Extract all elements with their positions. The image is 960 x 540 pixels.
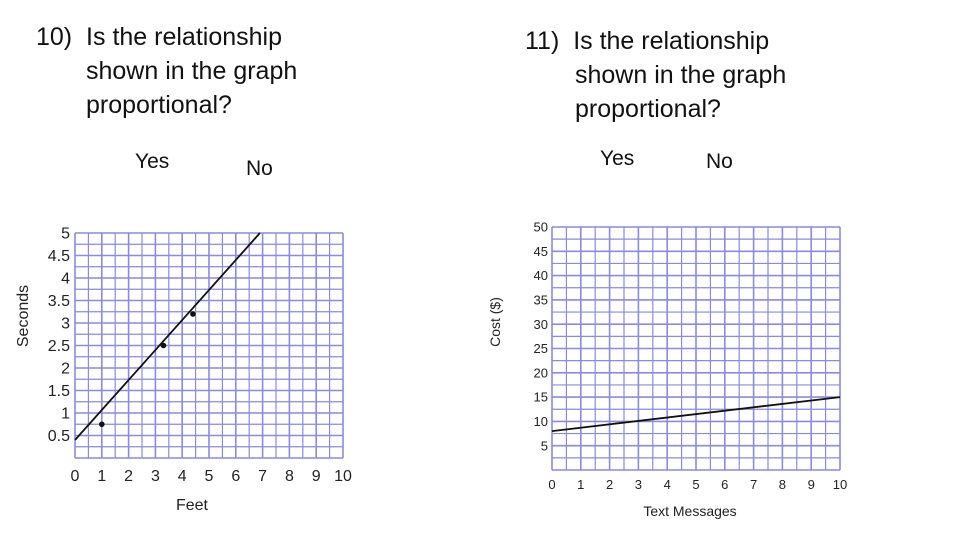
x-tick-label: 9 <box>312 468 321 485</box>
x-tick-label: 8 <box>779 477 786 492</box>
x-tick-label: 6 <box>231 468 240 485</box>
y-tick-label: 15 <box>534 390 548 405</box>
y-tick-label: 0.5 <box>48 428 70 445</box>
question-10-no-option[interactable]: No <box>246 157 273 180</box>
question-10-title: 10) Is the relationship shown in the gra… <box>36 20 297 122</box>
x-tick-label: 8 <box>285 468 294 485</box>
y-axis-label: Cost ($) <box>487 297 503 347</box>
question-10-line2: shown in the graph <box>86 57 298 85</box>
question-11-line2: shown in the graph <box>575 61 787 89</box>
y-tick-label: 4.5 <box>48 248 70 265</box>
y-tick-label: 1.5 <box>48 383 70 400</box>
y-tick-label: 4 <box>61 271 70 288</box>
question-11-title: 11) Is the relationship shown in the gra… <box>525 24 786 126</box>
x-tick-label: 1 <box>97 468 106 485</box>
series-line <box>74 232 261 441</box>
y-tick-label: 40 <box>534 268 548 283</box>
y-tick-label: 20 <box>534 365 548 380</box>
y-tick-label: 3.5 <box>48 293 70 310</box>
series-line <box>551 396 841 433</box>
x-tick-label: 2 <box>606 477 613 492</box>
data-point <box>99 421 105 428</box>
question-11-no-option[interactable]: No <box>706 150 733 173</box>
y-tick-label: 5 <box>61 226 70 243</box>
x-tick-label: 9 <box>808 477 815 492</box>
chart-seconds-vs-feet: 0 1 2 3 4 5 6 7 8 9 100.511.522.533.544.55FeetSeco… <box>15 226 352 514</box>
question-10-line3: proportional? <box>86 91 232 119</box>
x-tick-label: 6 <box>721 477 728 492</box>
x-tick-label: 1 <box>577 477 584 492</box>
x-tick-label: 7 <box>258 468 267 485</box>
question-11-yes-option[interactable]: Yes <box>600 147 635 170</box>
x-tick-label: 4 <box>664 477 671 492</box>
y-tick-label: 50 <box>534 220 548 235</box>
x-tick-label: 4 <box>178 468 187 485</box>
x-tick-label: 0 <box>71 468 80 485</box>
y-axis-label: Seconds <box>15 285 32 347</box>
x-tick-label: 5 <box>692 477 699 492</box>
y-tick-label: 30 <box>534 317 548 332</box>
y-tick-label: 25 <box>534 341 548 356</box>
grid <box>74 232 344 459</box>
y-tick-label: 2 <box>61 361 70 378</box>
question-10-number: 10) <box>36 23 73 51</box>
x-tick-label: 3 <box>151 468 160 485</box>
y-tick-label: 2.5 <box>48 338 70 355</box>
x-tick-label: 10 <box>833 477 847 492</box>
grid <box>551 226 841 471</box>
y-tick-label: 5 <box>541 438 548 453</box>
x-tick-label: 7 <box>750 477 757 492</box>
data-point <box>160 342 167 349</box>
question-11-line1: Is the relationship <box>573 27 770 55</box>
x-tick-label: 0 <box>548 477 555 492</box>
x-tick-label: 10 <box>334 468 352 485</box>
question-11-number: 11) <box>525 27 560 55</box>
x-tick-label: 3 <box>635 477 642 492</box>
data-point <box>190 311 196 317</box>
x-axis-label: Feet <box>176 497 209 514</box>
question-11-line3: proportional? <box>575 95 721 123</box>
y-tick-label: 3 <box>61 316 70 333</box>
y-tick-label: 45 <box>534 244 548 259</box>
y-tick-label: 1 <box>61 406 70 423</box>
y-tick-label: 35 <box>534 292 548 307</box>
x-axis-label: Text Messages <box>643 503 736 519</box>
x-tick-label: 5 <box>205 468 214 485</box>
y-tick-label: 10 <box>534 414 548 429</box>
question-10-line1: Is the relationship <box>86 23 282 51</box>
x-tick-label: 2 <box>124 468 133 485</box>
question-10-yes-option[interactable]: Yes <box>135 150 170 173</box>
